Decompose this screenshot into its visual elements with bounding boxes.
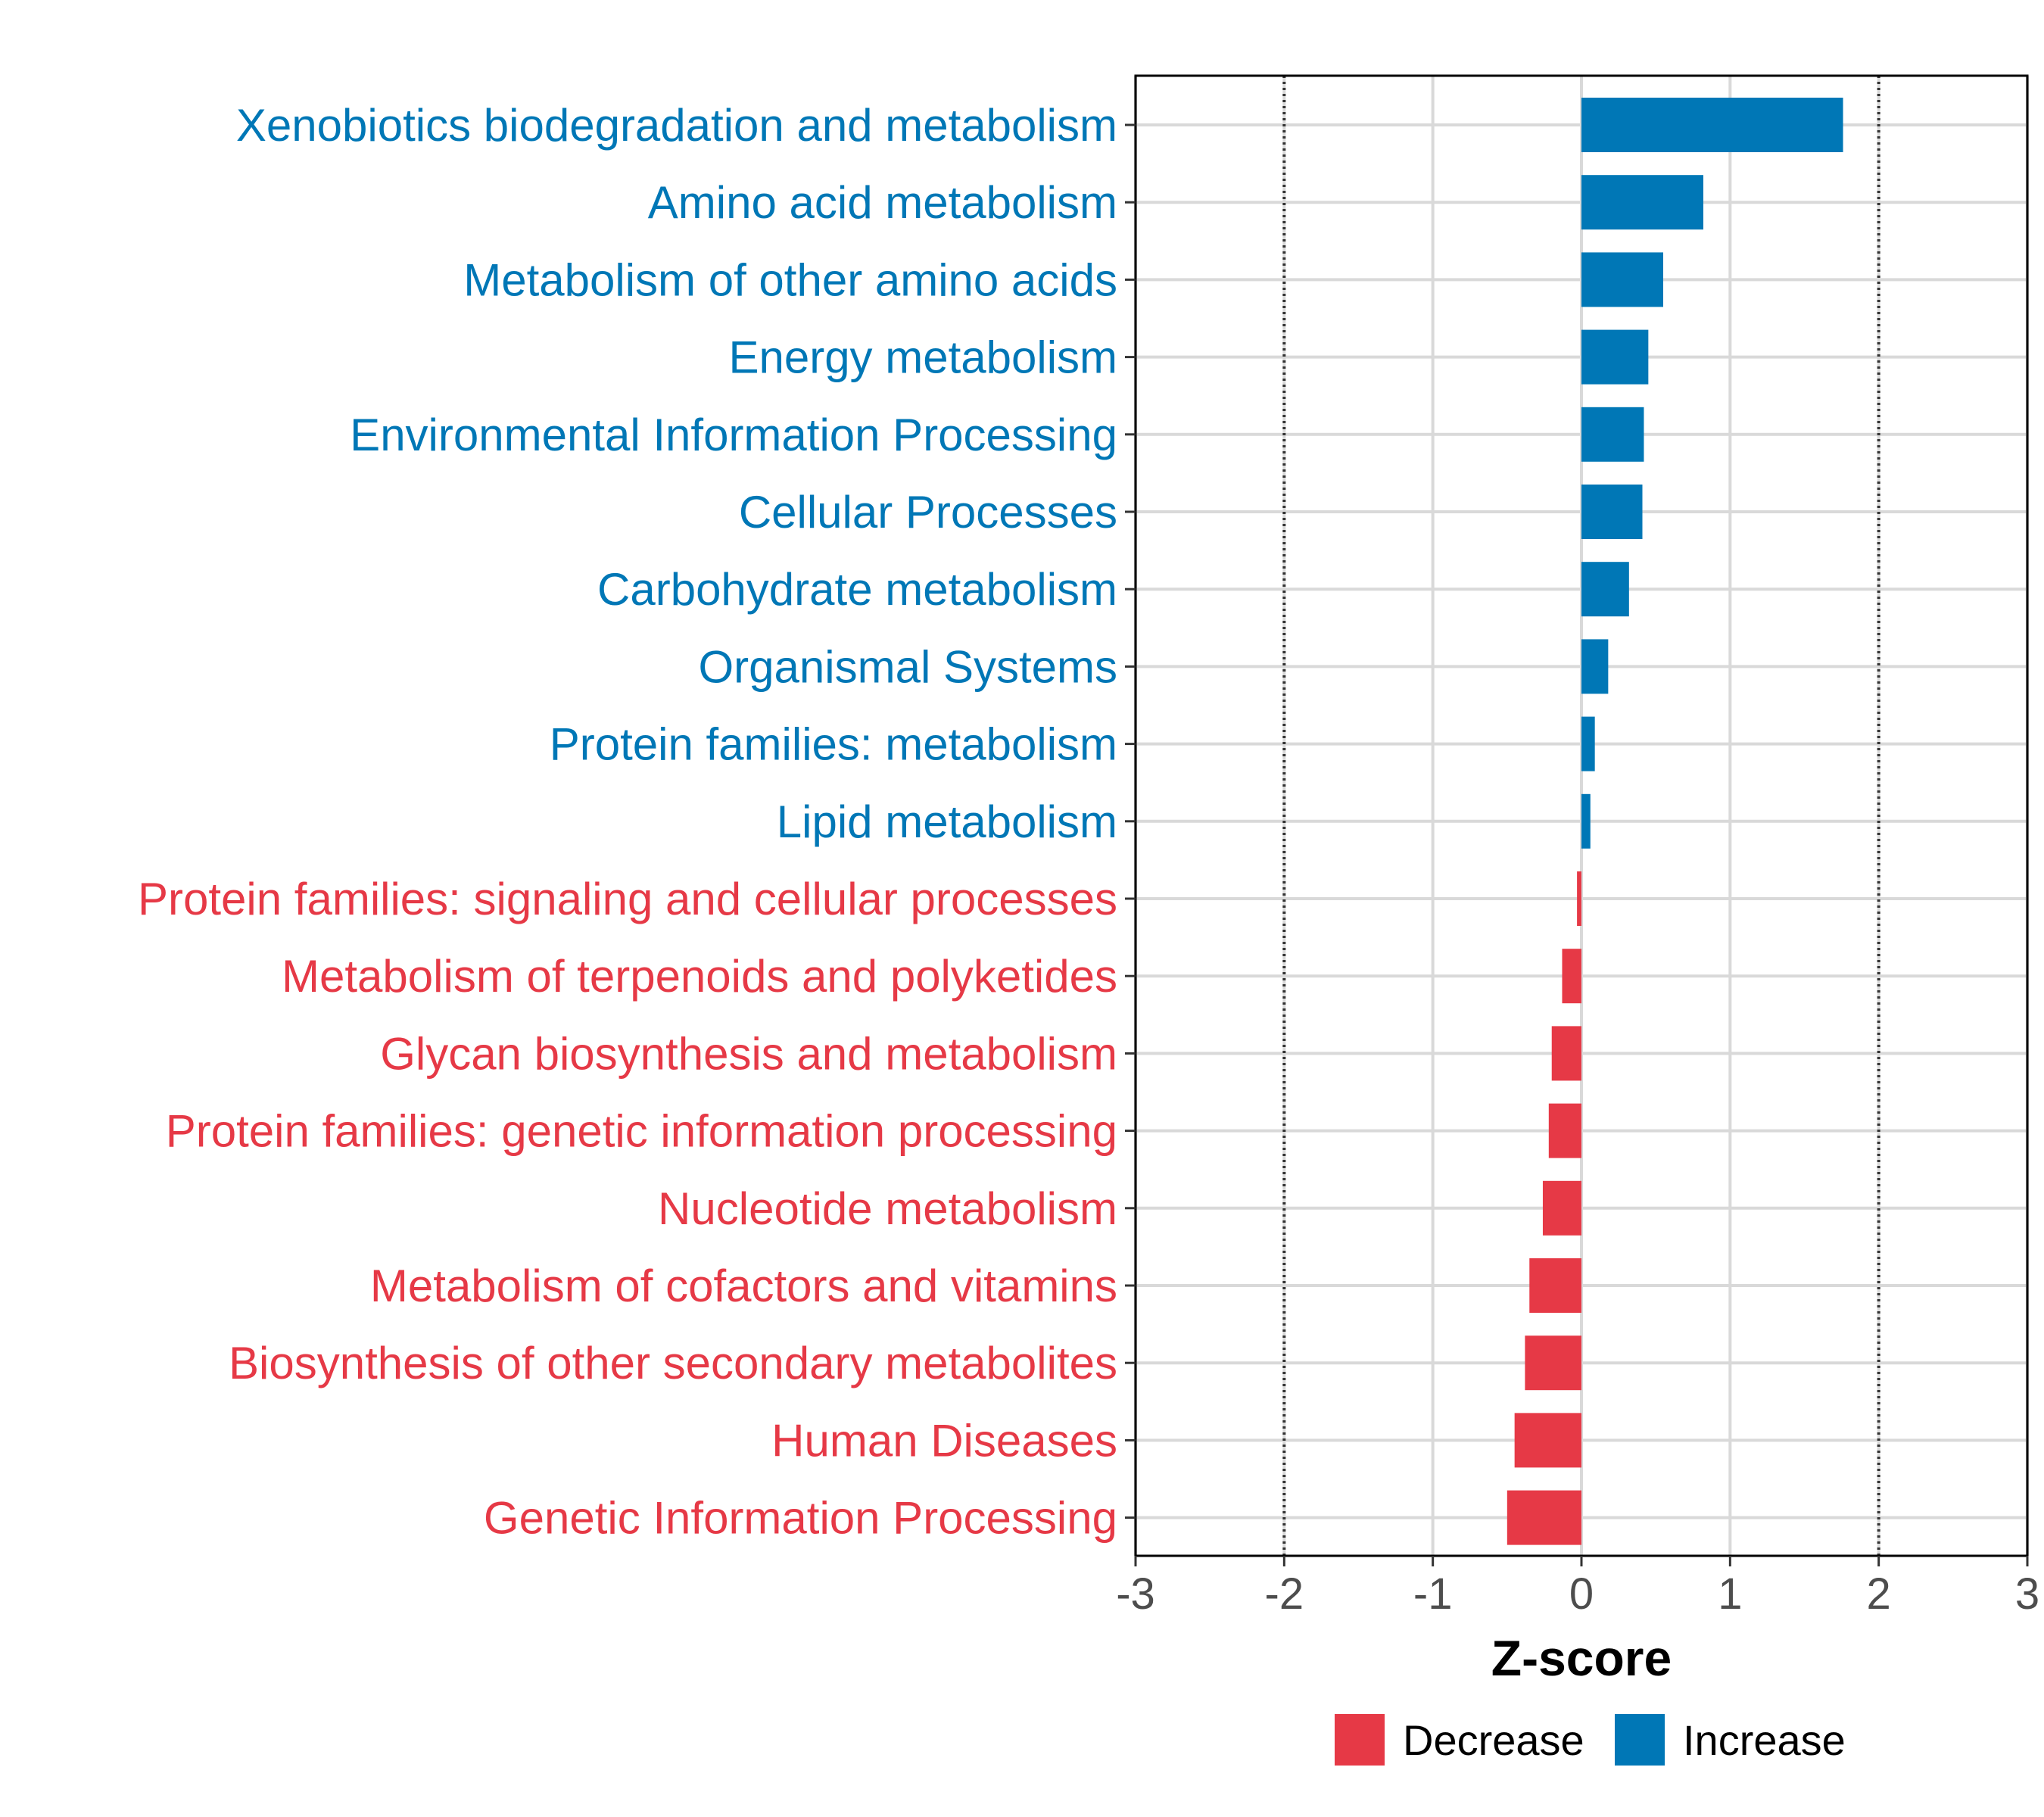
bar: [1581, 716, 1595, 771]
bars-layer: [1507, 98, 1843, 1545]
legend-swatch: [1615, 1714, 1665, 1766]
x-tick-label: 1: [1718, 1569, 1742, 1619]
category-label: Protein families: genetic information pr…: [166, 1106, 1117, 1157]
category-label: Metabolism of terpenoids and polyketides: [282, 951, 1117, 1002]
category-label: Carbohydrate metabolism: [597, 564, 1117, 615]
x-tick-label: 0: [1569, 1569, 1594, 1619]
category-labels-layer: Xenobiotics biodegradation and metabolis…: [138, 100, 1117, 1544]
bar: [1525, 1335, 1581, 1391]
category-label: Environmental Information Processing: [350, 410, 1117, 460]
bar: [1542, 1180, 1581, 1236]
bar: [1581, 329, 1649, 385]
category-label: Metabolism of cofactors and vitamins: [370, 1261, 1117, 1311]
bar: [1551, 1026, 1581, 1081]
category-label: Protein families: signaling and cellular…: [138, 874, 1117, 924]
x-tick-label: 3: [2015, 1569, 2039, 1619]
bar: [1581, 252, 1663, 307]
category-label: Xenobiotics biodegradation and metabolis…: [236, 100, 1117, 151]
category-label: Genetic Information Processing: [484, 1493, 1117, 1544]
bar: [1548, 1103, 1581, 1158]
bar: [1514, 1413, 1581, 1468]
bar: [1581, 175, 1703, 230]
legend: Decrease Increase: [1335, 1714, 1846, 1766]
bar: [1562, 949, 1581, 1004]
category-label: Nucleotide metabolism: [658, 1183, 1117, 1234]
category-label: Metabolism of other amino acids: [463, 254, 1117, 305]
bar: [1581, 98, 1843, 152]
bar: [1581, 639, 1609, 694]
legend-label: Increase: [1683, 1716, 1846, 1764]
x-tick-label: -1: [1413, 1569, 1453, 1619]
category-label: Organismal Systems: [699, 641, 1117, 692]
x-tick-label: -2: [1265, 1569, 1304, 1619]
category-label: Amino acid metabolism: [648, 177, 1117, 228]
legend-swatch: [1335, 1714, 1385, 1766]
category-label: Cellular Processes: [739, 487, 1117, 538]
y-ticks-layer: [1125, 123, 1136, 1519]
category-label: Biosynthesis of other secondary metaboli…: [229, 1338, 1117, 1388]
bar: [1581, 562, 1629, 617]
category-label: Lipid metabolism: [777, 796, 1117, 847]
bar: [1577, 871, 1581, 926]
category-label: Energy metabolism: [728, 332, 1117, 383]
x-axis-title: Z-score: [1491, 1630, 1672, 1686]
x-tick-label: -3: [1116, 1569, 1155, 1619]
category-label: Protein families: metabolism: [550, 719, 1117, 770]
bar: [1529, 1258, 1581, 1313]
legend-label: Decrease: [1403, 1716, 1584, 1764]
x-ticks-layer: -3 -2 -1 0 1 2 3: [1116, 1556, 2039, 1619]
bar: [1581, 485, 1643, 539]
reference-lines-layer: [1282, 76, 1880, 1556]
bar: [1507, 1490, 1581, 1545]
category-label: Human Diseases: [771, 1415, 1117, 1466]
bar: [1581, 793, 1591, 849]
bar: [1581, 407, 1644, 462]
x-tick-label: 2: [1867, 1569, 1891, 1619]
category-label: Glycan biosynthesis and metabolism: [380, 1028, 1117, 1079]
